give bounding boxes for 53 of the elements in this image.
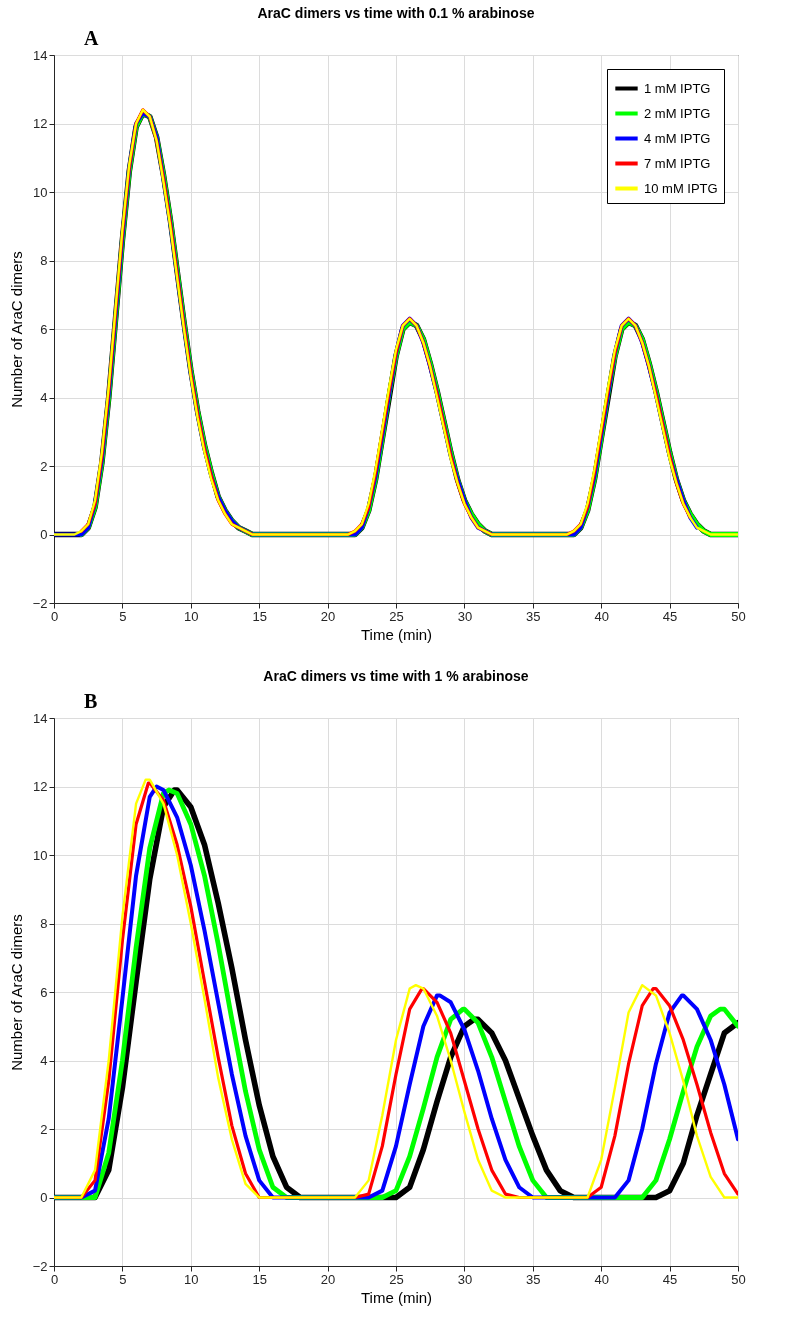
chart-title: AraC dimers vs time with 1 % arabinose	[263, 668, 529, 684]
y-tick-label: 8	[40, 253, 48, 268]
x-tick-label: 40	[594, 1271, 609, 1287]
legend-label: 1 mM IPTG	[644, 80, 711, 96]
y-tick-label: 0	[40, 527, 48, 542]
x-tick-label: 0	[50, 1271, 59, 1287]
legend-label: 7 mM IPTG	[644, 155, 711, 171]
x-tick-label: 40	[594, 608, 609, 624]
x-tick-label: 50	[731, 1271, 746, 1287]
y-tick-label: 2	[40, 1121, 48, 1137]
y-tick-label: −2	[32, 1258, 48, 1274]
x-tick-label: 20	[320, 608, 336, 624]
x-axis-title: Time (min)	[360, 625, 433, 643]
y-axis-title: Number of AraC dimers	[7, 914, 25, 1071]
x-tick-label: 35	[526, 1271, 541, 1287]
legend-label: 4 mM IPTG	[644, 130, 711, 146]
x-tick-label: 50	[731, 608, 746, 624]
y-tick-label: 8	[40, 916, 48, 931]
x-tick-label: 25	[389, 608, 404, 624]
x-tick-label: 45	[662, 1271, 678, 1287]
x-tick-label: 5	[119, 1271, 127, 1287]
y-tick-label: 14	[33, 710, 48, 726]
x-tick-label: 15	[252, 1271, 267, 1287]
x-tick-label: 30	[457, 608, 473, 624]
chart-title: AraC dimers vs time with 0.1 % arabinose	[257, 5, 535, 21]
y-tick-label: 0	[40, 1190, 48, 1205]
y-tick-label: 10	[33, 184, 48, 200]
y-tick-label: 6	[40, 984, 48, 1000]
y-tick-label: −2	[32, 595, 48, 611]
y-tick-label: 12	[33, 116, 48, 131]
y-tick-label: 10	[33, 847, 48, 863]
text: B	[84, 690, 98, 712]
y-tick-label: 4	[40, 1053, 48, 1068]
y-tick-label: 6	[40, 321, 48, 337]
x-tick-label: 10	[184, 1271, 199, 1287]
x-tick-label: 35	[526, 608, 541, 624]
x-tick-label: 15	[252, 608, 267, 624]
x-tick-label: 20	[320, 1271, 336, 1287]
y-tick-label: 14	[33, 47, 48, 63]
y-tick-label: 2	[40, 458, 48, 474]
x-tick-label: 10	[184, 608, 199, 624]
x-tick-label: 25	[389, 1271, 404, 1287]
text: A	[84, 27, 99, 49]
legend-label: 2 mM IPTG	[644, 105, 711, 121]
x-tick-label: 45	[662, 608, 678, 624]
x-tick-label: 30	[457, 1271, 473, 1287]
y-tick-label: 4	[40, 390, 48, 405]
legend-label: 10 mM IPTG	[644, 180, 718, 196]
x-tick-label: 0	[50, 608, 59, 624]
y-axis-title: Number of AraC dimers	[7, 251, 25, 408]
y-tick-label: 12	[33, 779, 48, 794]
x-tick-label: 5	[119, 608, 127, 624]
x-axis-title: Time (min)	[360, 1288, 433, 1306]
